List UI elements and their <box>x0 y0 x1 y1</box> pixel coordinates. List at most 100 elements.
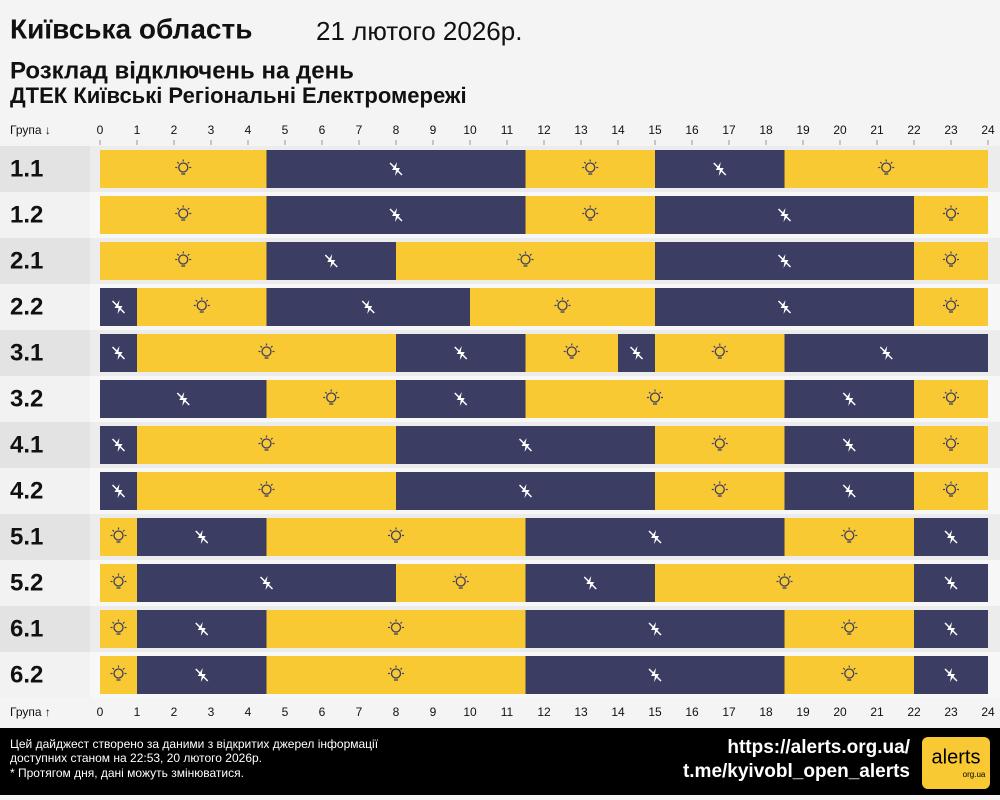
x-tick-label: 4 <box>245 705 252 719</box>
bulb-ray <box>583 207 587 210</box>
bulb-ray <box>122 575 125 578</box>
group-label: 4.1 <box>10 431 43 458</box>
segment <box>525 380 785 418</box>
no-power-icon <box>324 254 338 268</box>
footer-note: доступних станом на 22:53, 20 лютого 202… <box>10 751 262 765</box>
bulb-ray <box>187 161 190 164</box>
bulb-icon <box>878 159 895 175</box>
segment <box>100 564 137 602</box>
bulb-ray <box>270 437 273 440</box>
strike <box>777 254 792 268</box>
segment <box>784 610 914 648</box>
bulb-ray <box>324 391 328 394</box>
segment <box>525 196 655 234</box>
link[interactable]: https://alerts.org.ua/ <box>727 737 910 758</box>
x-tick-label: 14 <box>611 123 625 137</box>
strike <box>518 484 533 498</box>
bulb-glass <box>178 254 189 265</box>
bulb-ray <box>713 345 716 348</box>
strike <box>842 484 856 498</box>
x-tick-label: 21 <box>870 123 884 137</box>
bulb-ray <box>842 529 846 532</box>
bulb-ray <box>260 483 263 486</box>
no-power-icon <box>195 530 209 544</box>
logo-name: alerts <box>932 746 981 768</box>
x-tick-label: 7 <box>356 123 363 137</box>
bulb-ray <box>788 575 791 578</box>
strike <box>389 208 403 222</box>
strike <box>454 392 468 406</box>
bulb-ray <box>205 299 209 302</box>
bulb-icon <box>110 665 127 681</box>
bulb-icon <box>452 573 469 589</box>
x-tick-label: 21 <box>870 705 884 719</box>
strike <box>389 162 403 176</box>
x-tick-label: 17 <box>722 705 736 719</box>
x-tick-label: 22 <box>907 705 921 719</box>
group-label: 3.2 <box>10 385 43 412</box>
title: Київська область <box>10 13 252 44</box>
x-tick-label: 15 <box>648 123 662 137</box>
no-power-icon <box>944 622 958 636</box>
bulb-icon <box>175 205 192 221</box>
group-label: 6.1 <box>10 615 43 642</box>
x-tick-label: 14 <box>611 705 625 719</box>
link[interactable]: t.me/kyivobl_open_alerts <box>683 761 910 782</box>
x-tick-label: 0 <box>97 705 104 719</box>
segment <box>914 196 988 234</box>
no-power-icon <box>361 300 375 314</box>
bulb-icon <box>258 343 275 359</box>
strike <box>842 438 856 452</box>
bulb-ray <box>955 437 958 440</box>
segment <box>266 518 526 556</box>
bulb-ray <box>122 529 125 532</box>
bulb-glass <box>881 162 892 173</box>
strike <box>629 346 644 360</box>
strike <box>111 438 126 452</box>
x-tick-label: 10 <box>463 705 477 719</box>
bulb-icon <box>110 527 127 543</box>
axis-label: Група ↓ <box>10 123 51 137</box>
logo-domain: org.ua <box>963 770 986 779</box>
x-tick-label: 12 <box>537 705 551 719</box>
group-label: 2.1 <box>10 247 43 274</box>
strike <box>111 300 126 314</box>
bulb-ray <box>890 161 893 164</box>
x-tick-label: 20 <box>833 705 847 719</box>
bulb-ray <box>944 437 947 440</box>
strike <box>944 668 958 682</box>
x-tick-label: 19 <box>796 705 810 719</box>
segment <box>396 242 655 280</box>
strike <box>944 622 958 636</box>
no-power-icon <box>842 438 856 452</box>
no-power-icon <box>777 254 792 268</box>
no-power-icon <box>648 668 662 682</box>
strike <box>259 576 274 590</box>
bulb-ray <box>122 667 125 670</box>
bulb-ray <box>112 529 115 532</box>
bulb-icon <box>582 205 599 221</box>
no-power-icon <box>195 668 209 682</box>
segment <box>914 472 988 510</box>
bulb-glass <box>945 438 957 449</box>
label-band <box>0 284 90 330</box>
bulb-ray <box>879 161 883 164</box>
bulb-glass <box>113 622 124 633</box>
segment <box>655 426 785 464</box>
bulb-glass <box>196 300 207 311</box>
no-power-icon <box>944 576 958 590</box>
group-label: 1.1 <box>10 155 43 182</box>
x-tick-label: 4 <box>245 123 252 137</box>
no-power-icon <box>454 392 468 406</box>
strike <box>583 576 597 590</box>
segment <box>784 518 914 556</box>
bulb-glass <box>714 484 725 495</box>
x-tick-label: 5 <box>282 123 289 137</box>
label-band <box>0 192 90 238</box>
bulb-icon <box>175 251 192 267</box>
bulb-ray <box>260 345 263 348</box>
no-power-icon <box>389 162 403 176</box>
strike <box>176 392 190 406</box>
bulb-icon <box>647 389 663 405</box>
bulb-icon <box>258 435 275 451</box>
